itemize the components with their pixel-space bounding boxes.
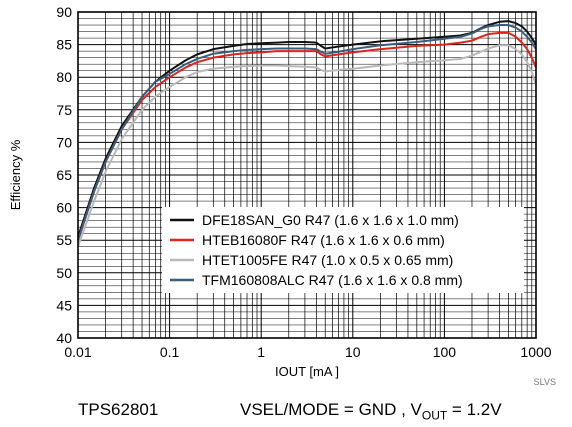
series-line-3 (77, 44, 537, 248)
y-tick-label: 75 (56, 102, 72, 118)
x-axis-label: IOUT [mA ] (275, 364, 339, 379)
series-line-2 (77, 31, 537, 241)
legend-label: HTET1005FE R47 (1.0 x 0.5 x 0.65 mm) (202, 252, 453, 268)
condition-caption: VSEL/MODE = GND , VOUT = 1.2V (240, 400, 502, 422)
legend-label: HTEB16080F R47 (1.6 x 1.6 x 0.6 mm) (202, 232, 445, 248)
x-tick-label: 0.1 (160, 344, 180, 360)
reference-code: SLVS (534, 377, 556, 387)
x-tick-label: 1000 (520, 344, 551, 360)
x-tick-label: 100 (433, 344, 457, 360)
y-tick-label: 70 (56, 134, 72, 150)
y-tick-label: 85 (56, 37, 72, 53)
legend-label: TFM160808ALC R47 (1.6 x 1.6 x 0.8 mm) (202, 272, 463, 288)
y-tick-label: 45 (56, 297, 72, 313)
y-axis-label: Efficiency % (8, 139, 23, 210)
condition-value: = 1.2V (447, 400, 502, 419)
x-tick-label: 1 (257, 344, 265, 360)
y-tick-label: 40 (56, 330, 72, 346)
legend: DFE18SAN_G0 R47 (1.6 x 1.6 x 1.0 mm) HTEB… (162, 207, 524, 293)
y-tick-label: 50 (56, 265, 72, 281)
series-line-4 (77, 24, 537, 241)
y-tick-labels: 40 45 50 55 60 65 70 75 80 85 90 (56, 4, 72, 346)
y-tick-label: 80 (56, 69, 72, 85)
efficiency-chart: 40 45 50 55 60 65 70 75 80 85 90 0.01 0.1 1 10 100 1000… (8, 4, 556, 387)
part-number-caption: TPS62801 (78, 400, 159, 419)
x-tick-label: 10 (345, 344, 361, 360)
y-tick-label: 90 (56, 4, 72, 20)
condition-text: VSEL/MODE = GND , V (240, 400, 422, 419)
series-lines (77, 20, 537, 248)
condition-subscript: OUT (421, 408, 448, 423)
x-tick-labels: 0.01 0.1 1 10 100 1000 (64, 344, 551, 360)
y-tick-label: 60 (56, 200, 72, 216)
y-tick-label: 65 (56, 167, 72, 183)
legend-box (162, 207, 524, 293)
x-tick-label: 0.01 (64, 344, 91, 360)
plot-frame (77, 11, 537, 339)
y-tick-label: 55 (56, 232, 72, 248)
series-line-1 (77, 20, 537, 238)
legend-label: DFE18SAN_G0 R47 (1.6 x 1.6 x 1.0 mm) (202, 212, 459, 228)
